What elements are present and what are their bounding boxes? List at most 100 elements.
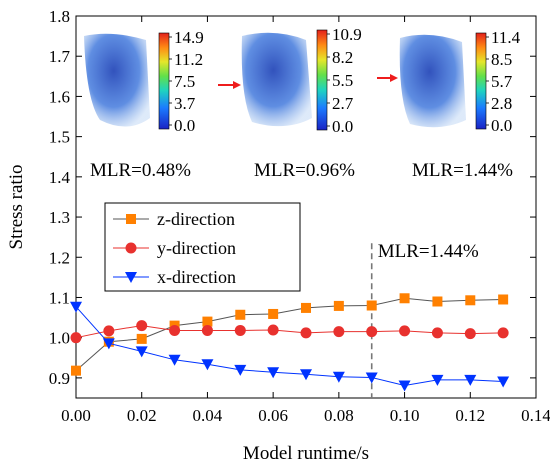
colorbar-tick-label: 8.2: [332, 48, 353, 67]
data-point: [102, 338, 115, 350]
data-point: [333, 326, 345, 338]
data-point: [366, 326, 378, 338]
data-point: [267, 367, 280, 379]
inset-3-mlr-label: MLR=1.44%: [412, 160, 513, 181]
data-point: [235, 309, 246, 320]
data-point: [70, 332, 82, 344]
inset-1: 14.9 11.2 7.5 3.7 0.0 MLR=0.48%: [84, 28, 204, 181]
colorbar-tick-label: 2.7: [332, 94, 354, 113]
x-tick-label: 0.02: [127, 406, 157, 425]
data-point: [103, 325, 115, 337]
data-point: [398, 380, 411, 392]
x-axis: 0.00 0.02 0.04 0.06 0.08 0.10 0.12 0.14: [61, 16, 550, 425]
colorbar-tick-label: 0.0: [332, 117, 353, 136]
reference-line-label: MLR=1.44%: [378, 241, 479, 262]
specimen-cloud-1: [84, 33, 150, 127]
inset-1-mlr-label: MLR=0.48%: [90, 160, 191, 181]
legend-marker: [125, 272, 137, 283]
data-point: [332, 371, 345, 383]
data-point: [465, 295, 476, 306]
y-tick-label: 1.0: [49, 329, 70, 348]
colorbar-tick-label: 5.5: [332, 71, 353, 90]
data-point: [135, 346, 148, 358]
y-axis-title: Stress ratio: [6, 165, 27, 250]
series-layer: [70, 293, 510, 392]
legend-label: z-direction: [157, 209, 235, 229]
data-point: [202, 316, 213, 327]
data-point: [365, 372, 378, 384]
series-line: [75, 297, 504, 372]
data-point: [431, 327, 443, 339]
data-point: [399, 325, 411, 337]
data-point: [201, 359, 214, 371]
x-tick-label: 0.00: [61, 406, 91, 425]
y-tick-label: 1.2: [49, 248, 70, 267]
x-tick-label: 0.04: [193, 406, 223, 425]
colorbar-tick-label: 8.5: [491, 50, 512, 69]
data-point: [301, 302, 311, 313]
x-tick-label: 0.12: [455, 406, 485, 425]
y-tick-label: 1.7: [49, 47, 71, 66]
legend-box: [104, 202, 301, 292]
y-tick-label: 1.3: [49, 208, 70, 227]
data-point: [136, 320, 148, 332]
data-point: [234, 324, 246, 336]
colorbar-tick-label: 7.5: [174, 72, 195, 91]
data-point: [333, 300, 344, 311]
y-tick-label: 1.1: [49, 288, 70, 307]
data-point: [168, 354, 181, 366]
x-axis-title: Model runtime/s: [243, 443, 369, 464]
inset-2: 10.9 8.2 5.5 2.7 0.0 MLR=0.96%: [241, 25, 362, 181]
inset-3: 11.4 8.5 5.7 2.8 0.0 MLR=1.44%: [399, 28, 521, 181]
data-point: [431, 374, 444, 386]
legend-marker: [126, 214, 136, 224]
y-tick-label: 1.4: [49, 168, 71, 187]
colorbar-tick-label: 3.7: [174, 94, 196, 113]
colorbar-tick-label: 10.9: [332, 25, 362, 44]
colorbar-1: [158, 32, 170, 130]
specimen-cloud-3: [399, 34, 466, 128]
data-point: [464, 328, 476, 340]
plot-frame: [75, 15, 537, 399]
data-point: [169, 324, 181, 336]
colorbar-tick-label: 11.2: [174, 50, 203, 69]
colorbar-tick-label: 5.7: [491, 72, 513, 91]
legend-label: x-direction: [157, 267, 236, 287]
colorbar-tick-label: 0.0: [491, 116, 512, 135]
series-line: [75, 306, 504, 387]
specimen-cloud-2: [241, 32, 312, 127]
y-tick-label: 1.8: [49, 7, 70, 26]
data-point: [136, 333, 147, 344]
colorbar-tick-label: 2.8: [491, 94, 512, 113]
x-tick-label: 0.06: [258, 406, 288, 425]
data-point: [464, 374, 477, 386]
colorbar-2: [316, 29, 328, 131]
x-tick-label: 0.14: [521, 406, 550, 425]
data-point: [201, 324, 213, 336]
data-point: [300, 369, 312, 381]
data-point: [399, 293, 410, 304]
inset-2-mlr-label: MLR=0.96%: [254, 160, 355, 181]
data-point: [498, 294, 509, 305]
colorbar-3: [475, 32, 487, 130]
y-tick-label: 1.5: [49, 128, 70, 147]
x-tick-label: 0.08: [324, 406, 354, 425]
data-point: [366, 300, 377, 311]
data-point: [432, 296, 443, 307]
data-point: [497, 327, 509, 339]
colorbar-tick-label: 0.0: [174, 116, 195, 135]
data-point: [300, 327, 312, 339]
data-point: [71, 365, 81, 376]
data-point: [70, 301, 82, 313]
series-y-direction: [70, 320, 509, 344]
y-axis: 0.9 1.0 1.1 1.2 1.3 1.4 1.5 1.6 1.7 1.8: [49, 7, 536, 388]
series-x-direction: [70, 301, 510, 392]
data-point: [497, 376, 510, 388]
legend-label: y-direction: [157, 238, 236, 258]
data-point: [234, 364, 247, 376]
colorbar-tick-label: 14.9: [174, 28, 204, 47]
y-tick-label: 1.6: [49, 87, 70, 106]
data-point: [268, 308, 279, 319]
y-tick-label: 0.9: [49, 369, 70, 388]
